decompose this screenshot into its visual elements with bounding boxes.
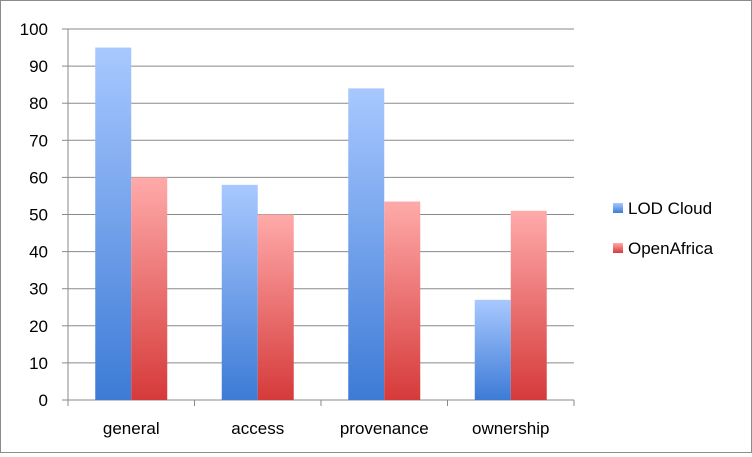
bars	[95, 47, 547, 401]
bar-lod-cloud-general	[95, 47, 132, 401]
y-tick-label: 100	[20, 20, 48, 39]
y-tick-label: 90	[29, 57, 48, 76]
bar-openafrica-general	[131, 177, 168, 400]
x-category-label: provenance	[340, 419, 429, 438]
axis-labels: 0 10 20 30 40 50 60 70 80 90 100 general access prove…	[20, 20, 550, 438]
y-tick-label: 70	[29, 131, 48, 150]
bar-openafrica-ownership	[510, 210, 547, 400]
x-category-label: general	[103, 419, 160, 438]
x-category-label: ownership	[472, 419, 550, 438]
bar-lod-cloud-ownership	[474, 299, 511, 400]
y-tick-label: 30	[29, 280, 48, 299]
legend-label: OpenAfrica	[628, 239, 714, 258]
legend: LOD Cloud OpenAfrica	[613, 199, 714, 258]
y-tick-label: 0	[39, 391, 48, 410]
legend-swatch-lod-cloud	[613, 203, 623, 213]
bar-lod-cloud-access	[221, 184, 258, 400]
bar-lod-cloud-provenance	[348, 88, 385, 401]
legend-swatch-openafrica	[613, 243, 623, 253]
y-tick-label: 50	[29, 206, 48, 225]
legend-label: LOD Cloud	[628, 199, 712, 218]
bar-openafrica-access	[257, 214, 294, 400]
y-tick-label: 40	[29, 243, 48, 262]
y-tick-label: 20	[29, 317, 48, 336]
y-tick-label: 80	[29, 94, 48, 113]
bar-openafrica-provenance	[384, 201, 421, 400]
x-category-label: access	[231, 419, 284, 438]
y-tick-label: 60	[29, 168, 48, 187]
y-tick-label: 10	[29, 354, 48, 373]
